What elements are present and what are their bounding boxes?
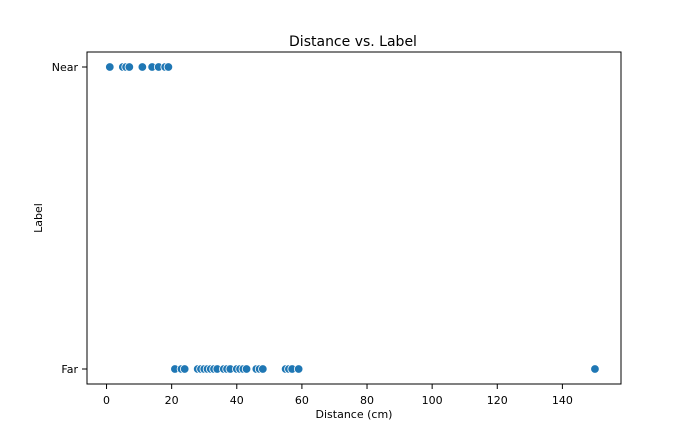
- x-tick-label: 0: [103, 394, 110, 407]
- chart-title: Distance vs. Label: [289, 34, 417, 50]
- y-axis-label: Label: [32, 203, 45, 233]
- scatter-point: [124, 62, 135, 72]
- x-tick-label: 80: [360, 394, 374, 407]
- scatter-point: [137, 62, 148, 72]
- scatter-point: [163, 62, 174, 72]
- x-axis-label: Distance (cm): [316, 408, 393, 421]
- y-tick-label: Far: [61, 363, 78, 376]
- x-tick-label: 120: [487, 394, 508, 407]
- x-tick-label: 40: [230, 394, 244, 407]
- scatter-point: [179, 364, 190, 374]
- x-tick-label: 140: [552, 394, 573, 407]
- x-axis-ticks: 0 20 40 60 80 100 120 140: [103, 384, 573, 407]
- x-tick-label: 20: [165, 394, 179, 407]
- y-axis-ticks: Near Far: [52, 61, 87, 376]
- scatter-point: [293, 364, 304, 374]
- x-tick-label: 60: [295, 394, 309, 407]
- y-tick-label: Near: [52, 61, 79, 74]
- scatter-point: [590, 364, 600, 374]
- scatter-point: [241, 364, 252, 374]
- scatter-point: [105, 62, 115, 72]
- plot-frame: [86, 51, 622, 385]
- scatter-points: [105, 62, 600, 374]
- scatter-point: [258, 364, 268, 374]
- x-tick-label: 100: [422, 394, 443, 407]
